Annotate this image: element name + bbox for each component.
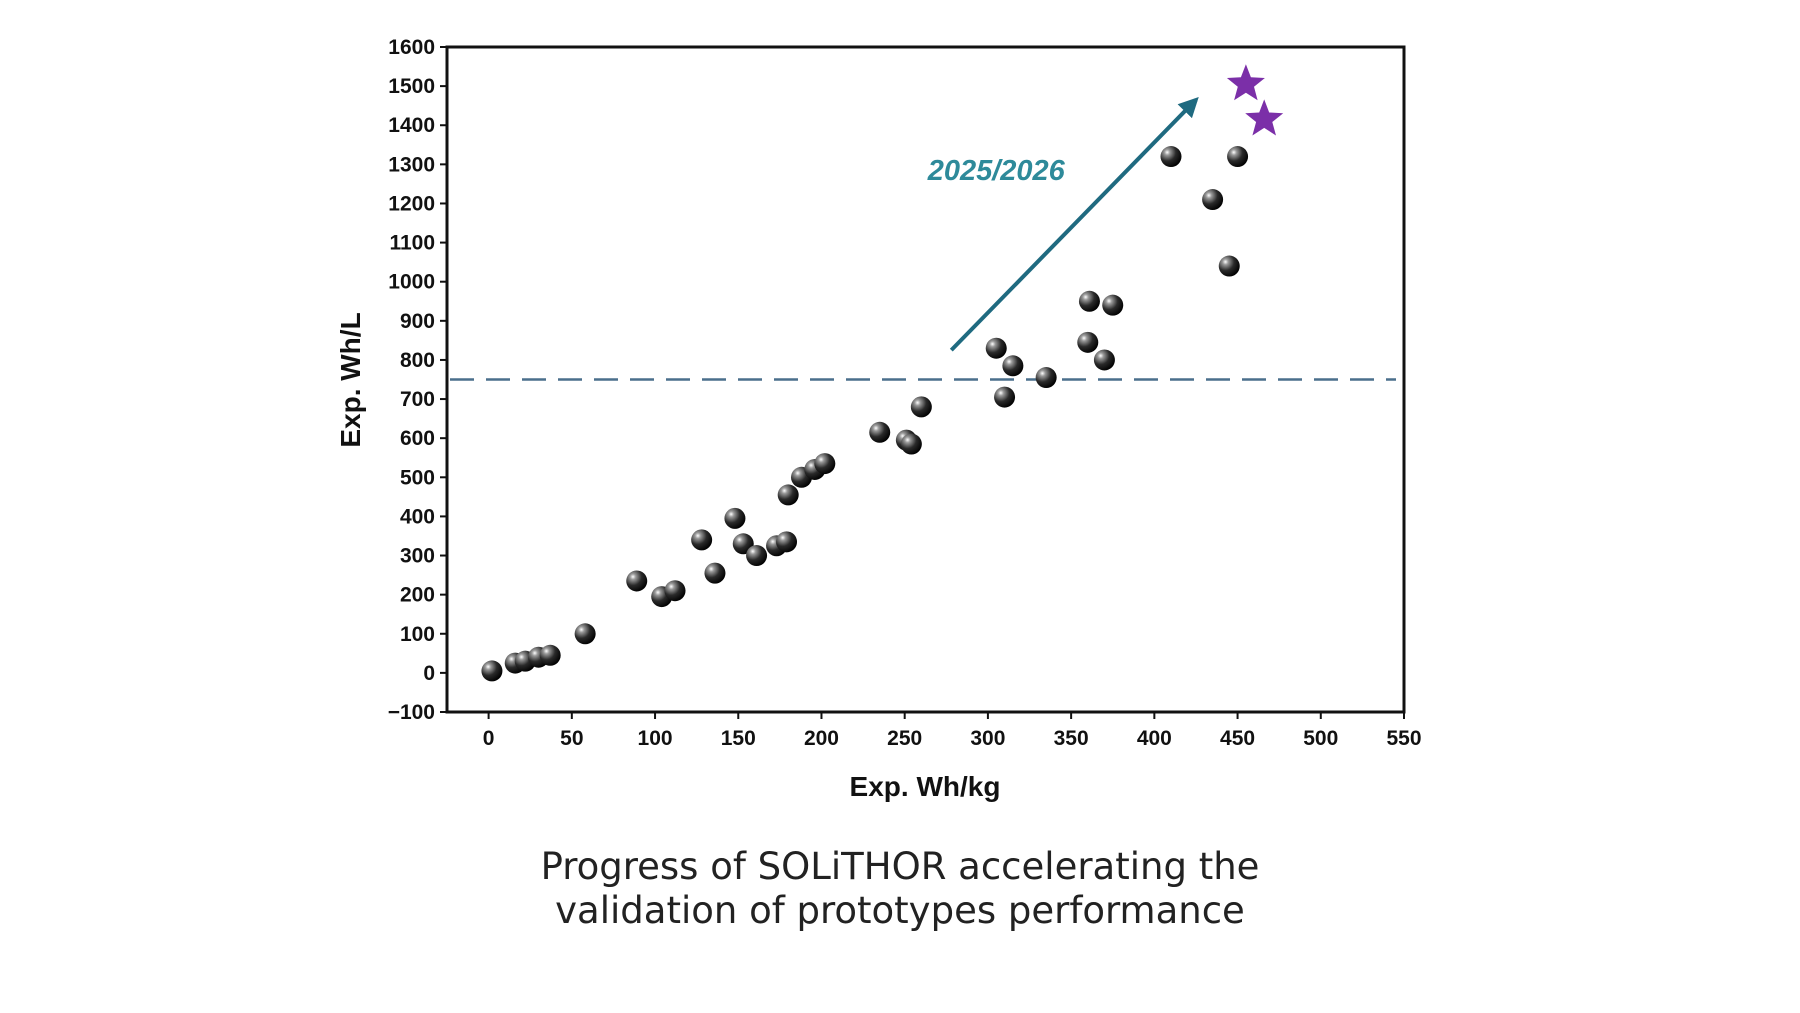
data-point bbox=[910, 396, 932, 418]
data-point bbox=[900, 433, 922, 455]
data-point bbox=[574, 623, 596, 645]
data-point bbox=[985, 337, 1007, 359]
y-tick-label: 200 bbox=[400, 584, 435, 607]
x-tick-label: 100 bbox=[638, 727, 673, 750]
data-points bbox=[481, 64, 1284, 682]
data-point bbox=[1218, 255, 1240, 277]
y-tick-label: 0 bbox=[423, 662, 435, 685]
data-point bbox=[814, 453, 836, 475]
x-axis-title: Exp. Wh/kg bbox=[850, 771, 1001, 802]
y-tick-label: −100 bbox=[388, 701, 435, 724]
x-tick-label: 0 bbox=[483, 727, 495, 750]
y-axis-title: Exp. Wh/L bbox=[335, 312, 366, 447]
y-tick-label: 1500 bbox=[388, 75, 435, 98]
y-tick-label: 400 bbox=[400, 505, 435, 528]
data-point bbox=[1002, 355, 1024, 377]
trend-arrow bbox=[949, 96, 1199, 352]
star-point bbox=[1226, 64, 1265, 101]
trend-arrow-group: 2025/2026 bbox=[927, 96, 1199, 352]
caption-line-1: Progress of SOLiTHOR accelerating the bbox=[540, 845, 1260, 888]
data-point bbox=[704, 562, 726, 584]
data-point bbox=[724, 507, 746, 529]
figure-caption: Progress of SOLiTHOR accelerating the va… bbox=[0, 845, 1800, 933]
data-point bbox=[1035, 367, 1057, 389]
y-tick-label: 1400 bbox=[388, 114, 435, 137]
y-tick-label: 500 bbox=[400, 466, 435, 489]
x-tick-label: 500 bbox=[1303, 727, 1338, 750]
data-point bbox=[691, 529, 713, 551]
y-tick-label: 1100 bbox=[389, 232, 435, 255]
data-point bbox=[746, 545, 768, 567]
data-point bbox=[1202, 189, 1224, 211]
y-tick-label: 900 bbox=[400, 310, 435, 333]
y-tick-label: 700 bbox=[400, 388, 435, 411]
data-point bbox=[1102, 294, 1124, 316]
x-tick-label: 450 bbox=[1220, 727, 1255, 750]
y-tick-label: 300 bbox=[400, 545, 435, 568]
data-point bbox=[664, 580, 686, 602]
data-point bbox=[994, 386, 1016, 408]
x-tick-label: 250 bbox=[887, 727, 922, 750]
x-tick-label: 550 bbox=[1386, 727, 1421, 750]
data-point bbox=[481, 660, 503, 682]
star-point bbox=[1245, 99, 1284, 136]
data-point bbox=[539, 644, 561, 666]
y-tick-label: 1200 bbox=[388, 192, 435, 215]
data-point bbox=[1227, 146, 1249, 168]
data-point bbox=[1077, 331, 1099, 353]
x-tick-label: 150 bbox=[721, 727, 756, 750]
x-tick-label: 400 bbox=[1137, 727, 1172, 750]
annotation-label: 2025/2026 bbox=[927, 155, 1066, 187]
data-point bbox=[776, 531, 798, 553]
data-point bbox=[1160, 146, 1182, 168]
x-tick-label: 350 bbox=[1054, 727, 1089, 750]
y-tick-label: 800 bbox=[400, 349, 435, 372]
x-tick-label: 200 bbox=[804, 727, 839, 750]
y-tick-label: 1300 bbox=[388, 153, 435, 176]
data-point bbox=[777, 484, 799, 506]
y-tick-label: 600 bbox=[400, 427, 435, 450]
caption-line-2: validation of prototypes performance bbox=[555, 889, 1245, 932]
y-tick-label: 1600 bbox=[388, 36, 435, 59]
plot-frame bbox=[445, 45, 1406, 714]
y-tick-label: 100 bbox=[400, 623, 435, 646]
y-tick-label: 1000 bbox=[388, 271, 435, 294]
data-point bbox=[1078, 290, 1100, 312]
data-point bbox=[869, 421, 891, 443]
x-tick-label: 50 bbox=[560, 727, 583, 750]
data-point bbox=[1093, 349, 1115, 371]
data-point bbox=[626, 570, 648, 592]
axes: −100010020030040050060070080090010001100… bbox=[388, 36, 1422, 750]
x-tick-label: 300 bbox=[970, 727, 1005, 750]
